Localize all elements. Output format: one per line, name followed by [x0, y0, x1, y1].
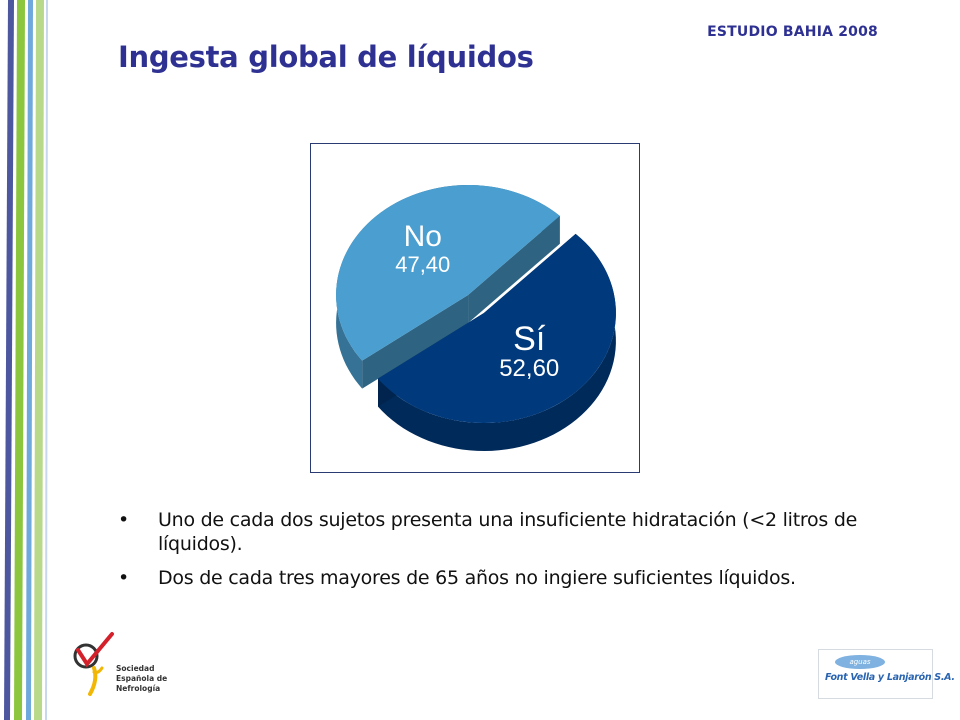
- sen-logo-line: Nefrología: [116, 684, 161, 693]
- bullet-text: Dos de cada tres mayores de 65 años no i…: [158, 567, 796, 589]
- sen-logo: Sociedad Española de Nefrología: [72, 628, 172, 700]
- study-label: ESTUDIO BAHIA 2008: [707, 24, 878, 40]
- page-title: Ingesta global de líquidos: [118, 40, 534, 74]
- bullet-text: Uno de cada dos sujetos presenta una ins…: [158, 509, 858, 555]
- bullet-item: • Dos de cada tres mayores de 65 años no …: [118, 566, 878, 590]
- fv-logo-name: Font Vella y Lanjarón S.A.: [825, 672, 955, 683]
- fv-logo-tag: aguas: [835, 655, 885, 669]
- pie-slice-wall: [468, 215, 560, 323]
- bullet-list: • Uno de cada dos sujetos presenta una in…: [118, 508, 878, 600]
- sen-logo-text: Sociedad Española de Nefrología: [116, 664, 167, 694]
- bullet-dot: •: [118, 567, 129, 589]
- font-vella-logo: aguas Font Vella y Lanjarón S.A.: [818, 649, 955, 699]
- pie-slice-value-label: 52,60: [499, 355, 559, 382]
- pie-slice-label: Sí: [513, 320, 546, 358]
- decorative-stripes: [4, 0, 48, 720]
- sen-logo-line: Española de: [116, 674, 168, 683]
- bullet-item: • Uno de cada dos sujetos presenta una in…: [118, 508, 878, 556]
- pie-slice-label: No: [404, 220, 442, 253]
- bullet-dot: •: [118, 509, 129, 531]
- sen-emblem-icon: [73, 632, 114, 696]
- pie-slice-wall: [362, 294, 469, 389]
- pie-slice-top: [336, 184, 560, 361]
- sen-logo-line: Sociedad: [116, 664, 155, 673]
- pie-slice-top: [378, 233, 616, 424]
- pie-slice-value-label: 47,40: [395, 252, 450, 277]
- pie-chart: No 47,40 Sí 52,60: [310, 143, 640, 473]
